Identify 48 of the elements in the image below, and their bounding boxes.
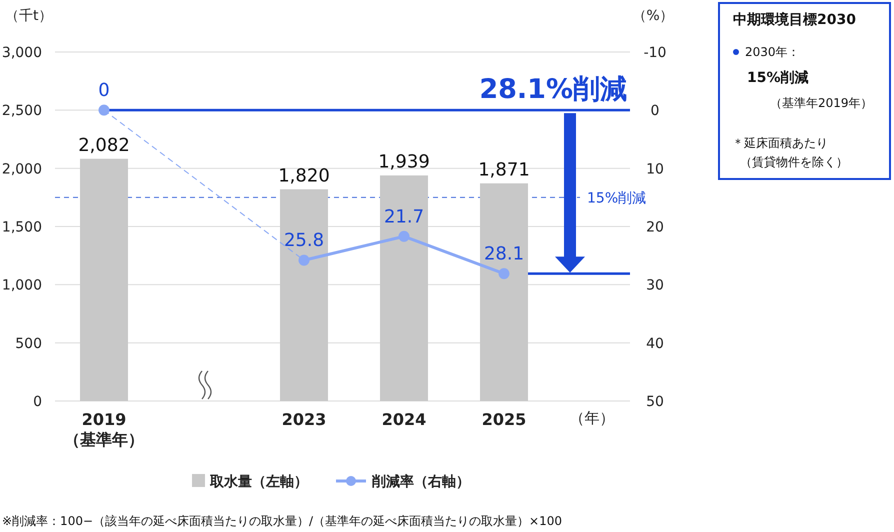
x-tick-label: 2024 bbox=[382, 410, 426, 429]
bar bbox=[80, 158, 128, 401]
y2-tick-label: 10 bbox=[646, 161, 664, 178]
data-label: 21.7 bbox=[384, 206, 424, 228]
data-label: 1,820 bbox=[278, 165, 330, 186]
text: 15%削減 bbox=[747, 70, 809, 86]
point bbox=[298, 254, 310, 266]
y-tick-label: 3,000 bbox=[2, 45, 42, 61]
annotation: 28.1%削減 bbox=[479, 74, 627, 105]
point bbox=[398, 230, 410, 242]
data-label: 2,082 bbox=[78, 134, 130, 156]
point bbox=[498, 268, 510, 280]
x-axis-title: （年） bbox=[570, 409, 614, 427]
data-label: 1,939 bbox=[378, 151, 430, 172]
bar bbox=[380, 175, 428, 401]
y2-tick-label: 0 bbox=[650, 103, 660, 120]
text: （基準年2019年） bbox=[770, 96, 873, 110]
text: 中期環境目標2030 bbox=[733, 11, 856, 28]
y-tick-label: 2,000 bbox=[2, 161, 42, 178]
y-tick-label: 1,500 bbox=[2, 220, 42, 236]
text: ※削減率：100−（該当年の延べ床面積当たりの取水量）/（基準年の延べ床面積当たりの取水量）×100 bbox=[2, 514, 562, 528]
y2-tick-label: 30 bbox=[646, 278, 664, 294]
y2-axis-title: （%） bbox=[632, 8, 674, 24]
x-tick-label: 2025 bbox=[482, 410, 526, 429]
ref-line-label: 15%削減 bbox=[587, 190, 646, 206]
y-tick-label: 2,500 bbox=[2, 103, 42, 120]
x-tick-label: 2019 （基準年） bbox=[64, 410, 144, 449]
y-tick-label: 1,000 bbox=[2, 278, 42, 294]
point bbox=[98, 104, 110, 116]
legend-label: 削減率（右軸） bbox=[371, 473, 470, 490]
data-label: 1,871 bbox=[478, 159, 530, 180]
data-label: 28.1 bbox=[484, 244, 524, 265]
bar bbox=[480, 183, 528, 401]
text: （賃貸物件を除く） bbox=[740, 155, 848, 169]
y2-tick-label: -10 bbox=[644, 45, 666, 61]
y2-tick-label: 20 bbox=[646, 220, 664, 236]
x-tick-label: 2023 bbox=[282, 410, 326, 429]
data-label: 0 bbox=[98, 80, 110, 102]
y-tick-label: 0 bbox=[33, 394, 42, 410]
bar bbox=[280, 189, 328, 401]
text: ＊延床面積あたり bbox=[732, 136, 828, 150]
y2-tick-label: 40 bbox=[646, 336, 664, 352]
y-axis-title: （千t） bbox=[5, 8, 52, 24]
legend-label: 取水量（左軸） bbox=[209, 474, 308, 490]
y-tick-label: 500 bbox=[15, 336, 42, 352]
data-label: 25.8 bbox=[284, 230, 324, 252]
y2-tick-label: 50 bbox=[646, 394, 664, 410]
text: 2030年： bbox=[745, 45, 800, 59]
